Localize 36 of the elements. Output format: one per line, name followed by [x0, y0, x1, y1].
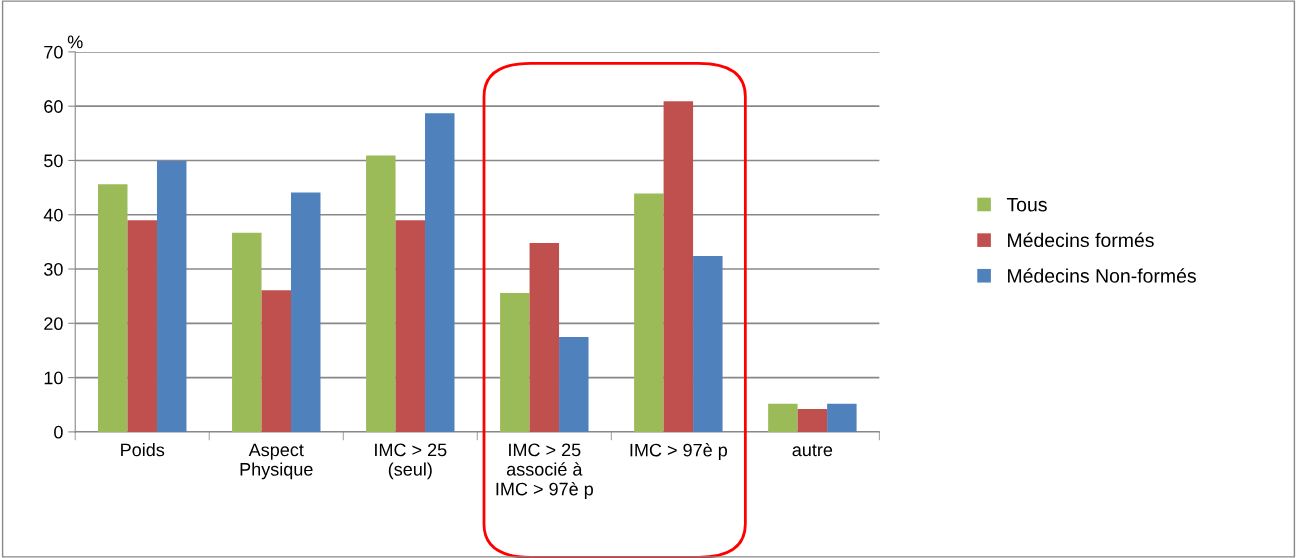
bar: [291, 192, 321, 432]
bar: [366, 155, 396, 432]
legend-label: Tous: [1006, 197, 1047, 212]
bar: [232, 232, 262, 432]
x-tick-label: Poids: [121, 443, 165, 457]
x-tick-label: IMC > 97è p: [630, 443, 727, 461]
bar: [693, 256, 723, 432]
y-tick-label: 70: [44, 45, 63, 59]
y-tick-label: 60: [44, 100, 63, 113]
bar: [395, 220, 426, 432]
x-tick-label: Aspect Physique: [240, 443, 313, 480]
y-tick-label: 30: [44, 262, 63, 276]
x-tick-label: IMC > 25 associé à IMC > 97è p: [496, 443, 593, 499]
y-tick-label: 0: [54, 425, 63, 439]
bar: [261, 290, 291, 432]
y-tick-label: 20: [44, 317, 63, 331]
x-tick-label: autre: [792, 444, 833, 457]
bar: [156, 161, 187, 432]
y-tick-label: 10: [44, 371, 63, 385]
legend-label: Médecins Non-formés: [1008, 268, 1196, 283]
legend-label: Médecins formés: [1008, 232, 1154, 248]
y-tick-label: 50: [44, 154, 63, 168]
bar: [663, 101, 694, 432]
bar: [768, 403, 798, 432]
bar: [127, 220, 157, 432]
y-tick-label: 40: [43, 208, 63, 222]
bar: [797, 409, 828, 432]
bar: [500, 292, 530, 432]
bar: [529, 242, 560, 432]
bar: [425, 113, 455, 432]
bar: [559, 336, 589, 432]
bar: [98, 184, 128, 432]
x-tick-label: IMC > 25 (seul): [375, 443, 447, 480]
y-axis-title: %: [67, 35, 83, 49]
bar: [634, 193, 664, 432]
bar: [827, 403, 857, 432]
